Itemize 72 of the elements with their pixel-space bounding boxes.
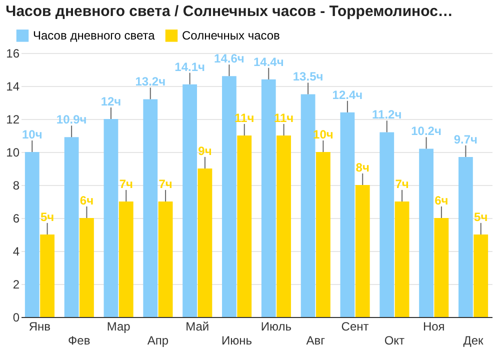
x-tick-label: Янв (28, 320, 51, 334)
bar (198, 168, 212, 317)
bar (276, 136, 291, 317)
bar (300, 94, 316, 317)
x-tick-label: Мар (106, 320, 131, 334)
x-tick-label: Сент (341, 320, 370, 334)
bar (355, 185, 370, 317)
bar (64, 137, 79, 317)
x-tick-label: Июнь (222, 334, 252, 348)
x-tick-label: Авг (306, 334, 326, 348)
bar (340, 112, 355, 317)
bar (237, 136, 252, 317)
data-label: 14.1ч (174, 60, 205, 74)
y-tick-label: 4 (12, 244, 20, 258)
bar (380, 132, 394, 317)
bar (158, 202, 173, 317)
x-tick-label: Окт (384, 334, 406, 348)
data-label: 6ч (80, 193, 94, 208)
x-tick-label: Июль (260, 320, 292, 334)
data-label: 10.2ч (411, 124, 442, 138)
data-label: 9ч (198, 144, 212, 158)
data-label: 5ч (474, 210, 488, 224)
data-label: 5ч (40, 210, 54, 224)
data-label: 10ч (313, 127, 334, 142)
bar (261, 79, 276, 317)
y-tick-label: 2 (12, 278, 20, 292)
data-label: 7ч (395, 176, 409, 191)
bar (419, 148, 434, 317)
x-tick-label: Ноя (422, 320, 445, 334)
bar (474, 234, 488, 317)
data-label: 12ч (100, 94, 122, 108)
y-tick-label: 14 (6, 80, 20, 94)
data-label: 7ч (158, 176, 172, 191)
bar (458, 156, 473, 317)
y-tick-label: 10 (6, 146, 20, 160)
bar (24, 152, 40, 317)
bar (80, 218, 94, 317)
y-tick-label: 0 (12, 310, 20, 324)
data-label: 9.7ч (454, 132, 478, 146)
bar (434, 218, 449, 317)
bar (40, 234, 54, 317)
bar (104, 119, 118, 317)
y-tick-label: 8 (12, 178, 20, 192)
data-label: 11ч (234, 110, 254, 125)
data-label: 10.9ч (56, 112, 87, 127)
data-label: 8ч (356, 160, 370, 174)
bar (316, 152, 330, 317)
y-tick-label: 16 (6, 46, 20, 60)
x-tick-label: Фев (68, 334, 90, 348)
bar (143, 99, 158, 317)
bar (118, 202, 134, 317)
bar (182, 84, 197, 317)
legend-label: Солнечных часов (182, 28, 280, 43)
x-tick-label: Апр (147, 334, 169, 348)
data-label: 13.5ч (292, 70, 324, 84)
y-tick-label: 12 (6, 112, 20, 126)
data-label: 13.2ч (135, 74, 166, 89)
y-tick-label: 6 (12, 212, 20, 226)
data-label: 14.4ч (253, 54, 284, 69)
data-label: 11.2ч (372, 108, 402, 122)
data-label: 7ч (119, 176, 133, 191)
data-label: 14.6ч (214, 52, 244, 66)
x-tick-label: Дек (463, 334, 484, 348)
data-label: 11ч (274, 110, 294, 125)
x-tick-label: Май (186, 320, 210, 334)
data-label: 10ч (22, 127, 42, 142)
bar (394, 202, 410, 317)
chart-title: Часов дневного света / Солнечных часов - Торремолинос… (6, 3, 453, 20)
legend-label: Часов дневного света (33, 28, 156, 43)
bar (222, 76, 236, 317)
data-label: 6ч (434, 193, 448, 208)
data-label: 12.4ч (332, 88, 363, 102)
